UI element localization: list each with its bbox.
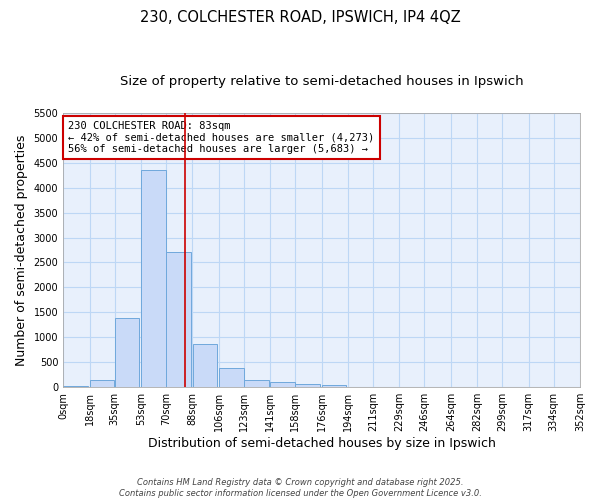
Bar [271, 382, 295, 387]
Bar [322, 386, 346, 387]
Title: Size of property relative to semi-detached houses in Ipswich: Size of property relative to semi-detach… [120, 75, 523, 88]
Bar [193, 344, 217, 387]
Bar [64, 386, 88, 387]
Text: Contains HM Land Registry data © Crown copyright and database right 2025.
Contai: Contains HM Land Registry data © Crown c… [119, 478, 481, 498]
Bar [166, 252, 191, 387]
Bar [295, 384, 320, 387]
Text: 230 COLCHESTER ROAD: 83sqm
← 42% of semi-detached houses are smaller (4,273)
56%: 230 COLCHESTER ROAD: 83sqm ← 42% of semi… [68, 121, 374, 154]
Bar [115, 318, 139, 387]
Bar [244, 380, 269, 387]
X-axis label: Distribution of semi-detached houses by size in Ipswich: Distribution of semi-detached houses by … [148, 437, 496, 450]
Bar [219, 368, 244, 387]
Y-axis label: Number of semi-detached properties: Number of semi-detached properties [15, 134, 28, 366]
Bar [141, 170, 166, 387]
Text: 230, COLCHESTER ROAD, IPSWICH, IP4 4QZ: 230, COLCHESTER ROAD, IPSWICH, IP4 4QZ [140, 10, 460, 25]
Bar [90, 380, 115, 387]
